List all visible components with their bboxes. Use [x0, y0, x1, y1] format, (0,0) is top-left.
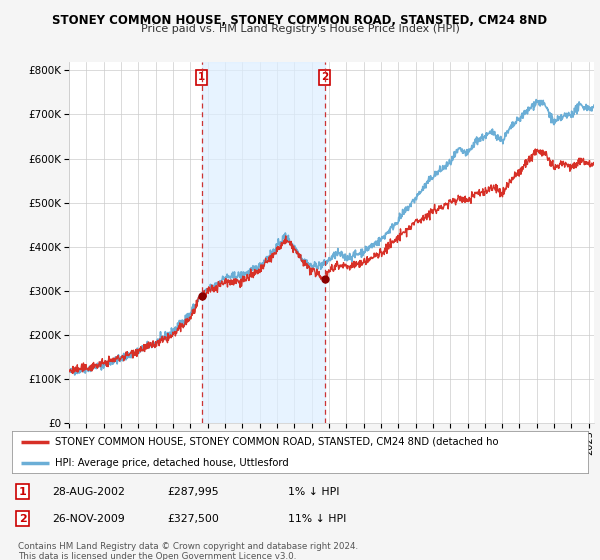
Text: HPI: Average price, detached house, Uttlesford: HPI: Average price, detached house, Uttl… — [55, 458, 289, 468]
Text: 1: 1 — [198, 72, 205, 82]
Text: STONEY COMMON HOUSE, STONEY COMMON ROAD, STANSTED, CM24 8ND: STONEY COMMON HOUSE, STONEY COMMON ROAD,… — [52, 14, 548, 27]
Text: 1: 1 — [19, 487, 26, 497]
Text: 2: 2 — [19, 514, 26, 524]
Text: 1% ↓ HPI: 1% ↓ HPI — [289, 487, 340, 497]
Text: £287,995: £287,995 — [167, 487, 219, 497]
Text: Contains HM Land Registry data © Crown copyright and database right 2024.
This d: Contains HM Land Registry data © Crown c… — [18, 542, 358, 560]
Text: 26-NOV-2009: 26-NOV-2009 — [52, 514, 125, 524]
Text: £327,500: £327,500 — [167, 514, 220, 524]
Text: 28-AUG-2002: 28-AUG-2002 — [52, 487, 125, 497]
Text: Price paid vs. HM Land Registry's House Price Index (HPI): Price paid vs. HM Land Registry's House … — [140, 24, 460, 34]
Text: 11% ↓ HPI: 11% ↓ HPI — [289, 514, 347, 524]
Bar — [202, 62, 325, 423]
Text: STONEY COMMON HOUSE, STONEY COMMON ROAD, STANSTED, CM24 8ND (detached ho: STONEY COMMON HOUSE, STONEY COMMON ROAD,… — [55, 437, 499, 447]
Text: 2: 2 — [321, 72, 328, 82]
